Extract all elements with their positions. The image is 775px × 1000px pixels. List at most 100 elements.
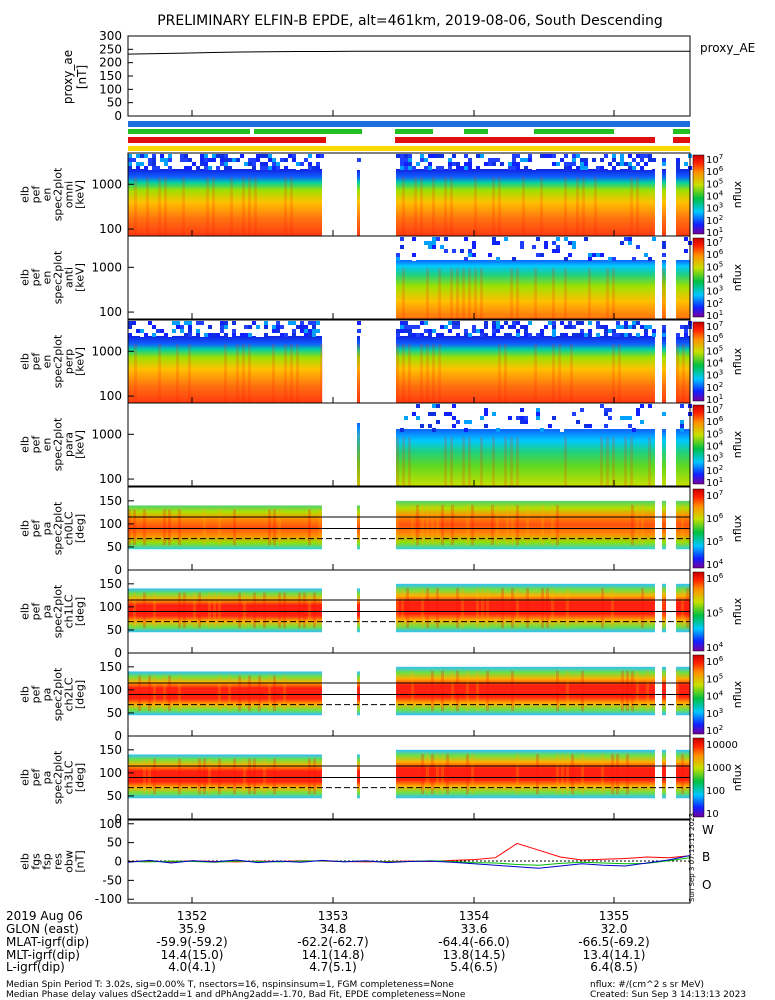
energy-speckle	[440, 166, 444, 170]
fgs-legend-o: O	[702, 878, 711, 892]
energy-speckle	[308, 329, 312, 333]
proxy-tick-label: 150	[99, 69, 122, 83]
energy-speckle	[240, 333, 244, 337]
energy-colorbar-tick: 105	[706, 177, 723, 190]
pitch-stripe	[681, 753, 684, 795]
energy-speckle	[424, 166, 428, 170]
pitch-spectrum-block	[662, 666, 666, 716]
energy-speckle	[636, 333, 640, 337]
energy-speckle	[432, 333, 436, 337]
pitch-stripe	[396, 587, 399, 629]
energy-speckle	[536, 412, 540, 416]
pitch-spectrum-block	[676, 666, 690, 716]
energy-panel-1-ylabel-3: en	[41, 188, 54, 202]
energy-speckle	[564, 257, 568, 261]
energy-speckle	[652, 333, 656, 337]
pitch-stripe	[198, 592, 201, 629]
energy-speckle	[428, 333, 432, 337]
energy-speckle	[260, 154, 264, 158]
energy-speckle	[248, 158, 252, 162]
energy-speckle	[176, 325, 180, 329]
pitch-stripe	[551, 587, 554, 629]
energy-speckle	[504, 237, 508, 241]
energy-speckle	[420, 154, 424, 158]
energy-speckle	[662, 154, 666, 158]
energy-stripe	[510, 268, 513, 319]
energy-speckle	[412, 162, 416, 166]
energy-speckle	[168, 166, 172, 170]
energy-speckle	[288, 154, 292, 158]
energy-speckle	[540, 329, 544, 333]
energy-speckle	[228, 166, 232, 170]
energy-speckle	[552, 329, 556, 333]
pitch-stripe	[153, 758, 156, 795]
energy-speckle	[196, 333, 200, 337]
energy-speckle	[680, 333, 684, 337]
energy-stripe	[582, 177, 585, 236]
pitch-spectrum-block	[396, 583, 655, 633]
pitch-tick-label: 150	[99, 660, 122, 674]
energy-speckle	[524, 166, 528, 170]
energy-speckle	[572, 154, 576, 158]
pitch-stripe	[233, 509, 236, 546]
energy-stripe	[212, 177, 215, 236]
energy-speckle	[460, 325, 464, 329]
energy-speckle	[524, 158, 528, 162]
energy-speckle	[600, 166, 604, 170]
energy-speckle	[524, 325, 528, 329]
energy-speckle	[184, 333, 188, 337]
energy-speckle	[496, 257, 500, 261]
energy-speckle	[220, 329, 224, 333]
energy-speckle	[420, 333, 424, 337]
energy-speckle	[136, 166, 140, 170]
energy-speckle	[528, 162, 532, 166]
pitch-stripe	[273, 509, 276, 546]
energy-stripe	[462, 268, 465, 319]
energy-speckle	[564, 154, 568, 158]
energy-stripe	[236, 344, 239, 403]
energy-speckle	[576, 325, 580, 329]
energy-stripe	[242, 344, 245, 403]
energy-speckle	[400, 162, 404, 166]
energy-stripe	[408, 437, 411, 486]
energy-speckle	[464, 333, 468, 337]
energy-speckle	[652, 253, 656, 257]
pitch-stripe	[431, 753, 434, 795]
energy-speckle	[400, 325, 404, 329]
energy-speckle	[164, 333, 168, 337]
energy-stripe	[498, 177, 501, 236]
energy-speckle	[228, 333, 232, 337]
energy-speckle	[496, 158, 500, 162]
energy-speckle	[248, 333, 252, 337]
proxy-ae-frame	[127, 35, 691, 117]
energy-speckle	[412, 257, 416, 261]
fgs-ylabel-4: res	[52, 853, 65, 870]
pitch-colorbar	[692, 737, 705, 818]
pitch-colorbar	[692, 654, 705, 735]
energy-speckle	[208, 325, 212, 329]
pitch-stripe	[218, 675, 221, 712]
energy-speckle	[144, 154, 148, 158]
energy-panel-2-ylabel-5: anti	[63, 267, 76, 288]
energy-speckle	[608, 257, 612, 261]
energy-speckle	[508, 416, 512, 420]
energy-stripe	[146, 177, 149, 236]
footer-value-glon: 32.0	[601, 922, 628, 936]
energy-speckle	[644, 162, 648, 166]
energy-speckle	[408, 325, 412, 329]
pitch-colorbar-tick: 1000	[706, 763, 731, 774]
energy-speckle	[572, 325, 576, 329]
fgs-legend-b: B	[702, 850, 710, 864]
energy-speckle	[432, 237, 436, 241]
pitch-stripe	[421, 753, 424, 795]
energy-speckle	[432, 241, 436, 245]
energy-speckle	[448, 412, 452, 416]
energy-speckle	[588, 253, 592, 257]
pitch-panel-1-ylabel-4: spec2plot	[52, 501, 65, 555]
energy-speckle	[456, 162, 460, 166]
energy-speckle	[624, 241, 628, 245]
status-bar-red	[128, 137, 690, 143]
energy-speckle	[564, 162, 568, 166]
energy-speckle	[284, 158, 288, 162]
energy-colorbar-tick: 101	[706, 226, 723, 239]
